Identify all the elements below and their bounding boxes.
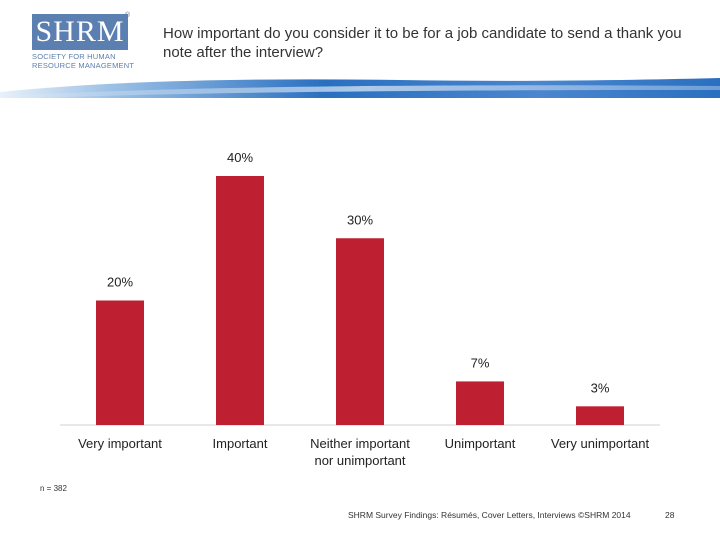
data-label-3: 7% — [471, 355, 490, 370]
slide-title: How important do you consider it to be f… — [163, 25, 682, 61]
data-label-4: 3% — [591, 380, 610, 395]
data-label-1: 40% — [227, 150, 253, 165]
category-label-2: Neither important nor unimportant — [310, 436, 410, 468]
data-label-0: 20% — [107, 275, 133, 290]
category-label-1: Important — [213, 436, 268, 451]
bar-3 — [456, 381, 504, 425]
category-label-3: Unimportant — [445, 436, 516, 451]
footer-text: SHRM Survey Findings: Résumés, Cover Let… — [348, 510, 631, 520]
logo-subtitle-line2: Resource Management — [32, 61, 135, 70]
bar-4 — [576, 406, 624, 425]
logo-registered-mark: ® — [125, 12, 131, 19]
header-banner — [0, 78, 720, 99]
bar-2 — [336, 238, 384, 425]
category-label-4: Very unimportant — [551, 436, 650, 451]
logo-subtitle-line1: Society for Human — [32, 52, 116, 61]
banner-highlight — [0, 85, 720, 99]
logo-subtitle: Society for Human Resource Management — [32, 52, 136, 70]
page-number: 28 — [665, 510, 675, 520]
category-label-0: Very important — [78, 436, 162, 451]
bar-1 — [216, 176, 264, 425]
data-label-2: 30% — [347, 212, 373, 227]
logo-wordmark: SHRM — [32, 14, 128, 50]
sample-size-note: n = 382 — [40, 484, 67, 493]
shrm-logo: SHRM ® Society for Human Resource Manage… — [30, 12, 134, 74]
bar-0 — [96, 300, 144, 425]
